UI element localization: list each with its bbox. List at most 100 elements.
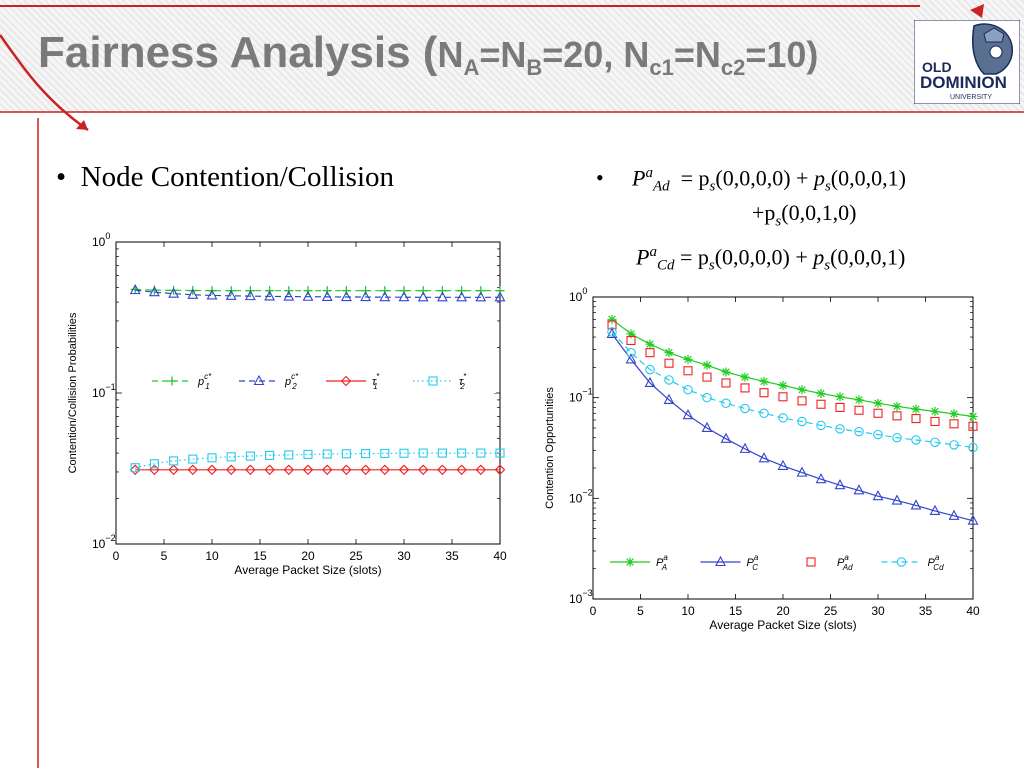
data-point (437, 286, 447, 296)
data-point (495, 286, 505, 296)
legend-label-sup: * (463, 372, 467, 381)
x-tick-label: 0 (590, 604, 597, 618)
data-point (436, 291, 448, 302)
data-point (494, 464, 506, 476)
data-point (759, 388, 769, 398)
data-point (948, 509, 960, 520)
data-point (872, 490, 884, 501)
x-tick-label: 20 (776, 604, 790, 618)
data-point (702, 372, 712, 382)
data-point (149, 459, 159, 469)
right-bullet: • (596, 165, 604, 190)
data-point (607, 314, 617, 324)
legend-marker (625, 557, 635, 567)
logo-line3: UNIVERSITY (950, 94, 992, 101)
legend-label-sub: 2 (291, 382, 297, 391)
data-point (891, 494, 903, 505)
y-tick-exponent: −1 (105, 382, 115, 392)
data-point (797, 385, 807, 395)
slide-title: Fairness Analysis (NA=NB=20, Nc1=Nc2=10) (38, 28, 819, 80)
data-point (892, 432, 902, 443)
x-tick-label: 20 (301, 549, 315, 563)
legend: pc* 1 pc* 2 τ* 1 τ* 2 (148, 369, 496, 393)
legend-label-sup: a (935, 553, 940, 562)
data-point (475, 291, 487, 302)
legend-label-sub: C (752, 563, 758, 572)
left-bullet-text: Node Contention/Collision (80, 161, 395, 193)
data-point (302, 290, 314, 301)
data-point (283, 290, 295, 301)
y-axis-label: Contention/Collision Probabilities (67, 312, 79, 473)
x-tick-label: 5 (161, 549, 168, 563)
data-point (854, 405, 864, 415)
data-point (129, 464, 141, 476)
data-point (187, 464, 199, 476)
data-point (778, 413, 788, 423)
data-point (341, 286, 351, 296)
data-point (929, 504, 941, 515)
x-tick-label: 40 (966, 604, 980, 618)
data-point (206, 289, 218, 300)
data-point (853, 484, 865, 495)
data-point (437, 448, 447, 458)
data-point (341, 464, 352, 476)
legend-label-sup: a (663, 553, 668, 562)
data-point (835, 402, 845, 412)
data-point (834, 479, 846, 490)
legend-label: Pa A (656, 553, 668, 572)
legend-label-sup: c* (204, 372, 212, 381)
x-tick-label: 15 (729, 604, 743, 618)
data-point (476, 448, 486, 458)
data-point (816, 389, 826, 398)
y-tick-label: 10−1 (92, 382, 116, 400)
legend-box (606, 549, 968, 575)
data-point (380, 448, 390, 458)
logo-line1: OLD (922, 59, 952, 75)
x-tick-label: 25 (824, 604, 838, 618)
data-point (398, 464, 410, 476)
y-tick-exponent: −3 (582, 588, 592, 598)
data-point (663, 393, 675, 404)
data-point (245, 464, 256, 476)
data-point (721, 378, 731, 388)
data-point (457, 286, 467, 296)
data-point (778, 381, 788, 391)
data-point (361, 286, 371, 296)
legend-label-sub: 2 (459, 382, 465, 391)
x-tick-label: 35 (919, 604, 933, 618)
data-point (835, 424, 845, 434)
data-point (873, 429, 883, 440)
y-tick-exponent: −2 (582, 487, 592, 497)
data-point (682, 408, 694, 420)
data-point (303, 449, 313, 459)
data-point (226, 452, 236, 462)
data-point (322, 449, 332, 459)
series-τ1* (129, 464, 506, 476)
y-axis-label: Contention Opportunities (544, 387, 556, 509)
y-tick-label: 100 (92, 231, 110, 249)
data-point (379, 291, 391, 302)
legend-label-sup: * (376, 372, 380, 381)
logo-line2: DOMINION (920, 73, 1007, 92)
x-axis-label: Average Packet Size (slots) (709, 618, 856, 632)
data-point (361, 449, 371, 459)
data-point (130, 463, 140, 473)
data-point (892, 401, 902, 411)
data-point (683, 384, 693, 395)
data-point (225, 464, 237, 476)
data-point (968, 421, 978, 431)
y-tick-exponent: −2 (105, 533, 115, 543)
data-point (321, 464, 333, 476)
data-point (245, 451, 255, 461)
university-logo: OLD DOMINION UNIVERSITY (914, 20, 1020, 104)
data-point (702, 392, 712, 403)
legend-label-sup: a (754, 553, 759, 562)
data-point (930, 416, 940, 427)
legend-label: τ* 2 (459, 372, 467, 391)
data-point (129, 283, 141, 295)
data-point (398, 291, 410, 302)
data-point (476, 286, 486, 296)
x-axis-label: Average Packet Size (slots) (234, 563, 381, 577)
data-point (702, 360, 712, 370)
